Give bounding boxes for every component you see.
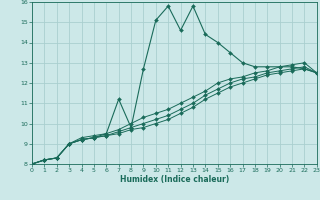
X-axis label: Humidex (Indice chaleur): Humidex (Indice chaleur) — [120, 175, 229, 184]
